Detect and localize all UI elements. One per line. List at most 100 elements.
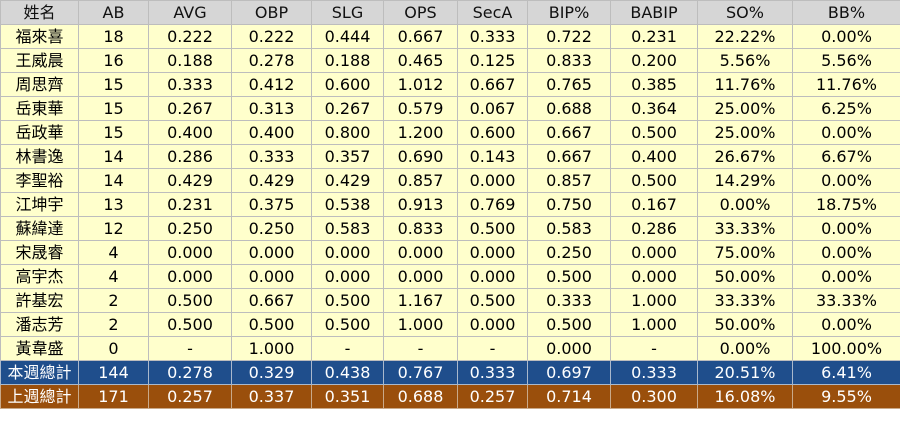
stat-cell: 0.222 xyxy=(148,24,232,49)
stat-cell: 0.600 xyxy=(311,72,384,97)
table-row: 高宇杰 4 0.000 0.000 0.000 0.000 0.000 0.500 0.000 5… xyxy=(0,264,900,289)
totals-cell: 0.438 xyxy=(311,360,384,385)
stat-cell: 1.000 xyxy=(383,312,458,337)
stat-cell: 0.579 xyxy=(383,96,458,121)
player-name-cell: 許基宏 xyxy=(0,288,79,313)
stat-cell: 0.188 xyxy=(148,48,232,73)
stat-cell: 0.500 xyxy=(311,288,384,313)
header-seca: SecA xyxy=(457,0,528,25)
stat-cell: 0.400 xyxy=(148,120,232,145)
stat-cell: 0.067 xyxy=(457,96,528,121)
stat-cell: 0.769 xyxy=(457,192,528,217)
stat-cell: 0.465 xyxy=(383,48,458,73)
player-name-cell: 宋晟睿 xyxy=(0,240,79,265)
totals-cell: 16.08% xyxy=(697,384,793,409)
header-bip: BIP% xyxy=(527,0,611,25)
stat-cell: 0.000 xyxy=(383,240,458,265)
totals-cell: 0.257 xyxy=(457,384,528,409)
totals-cell: 0.257 xyxy=(148,384,232,409)
stat-cell: 0.667 xyxy=(527,144,611,169)
stat-cell: 0.333 xyxy=(527,288,611,313)
stat-cell: 0.667 xyxy=(527,120,611,145)
stat-cell: 16 xyxy=(78,48,149,73)
stat-cell: 0.833 xyxy=(383,216,458,241)
totals-cell: 144 xyxy=(78,360,149,385)
stat-cell: 0.500 xyxy=(457,216,528,241)
stat-cell: 18.75% xyxy=(792,192,900,217)
totals-this-week-row: 本週總計 144 0.278 0.329 0.438 0.767 0.333 0… xyxy=(0,360,900,385)
stat-cell: 0.00% xyxy=(792,168,900,193)
stat-cell: 0.00% xyxy=(792,216,900,241)
totals-cell: 0.697 xyxy=(527,360,611,385)
stat-cell: 0.278 xyxy=(231,48,312,73)
stat-cell: 0.500 xyxy=(148,312,232,337)
stat-cell: 0.375 xyxy=(231,192,312,217)
stat-cell: 22.22% xyxy=(697,24,793,49)
stat-cell: 0.000 xyxy=(610,264,698,289)
header-name: 姓名 xyxy=(0,0,79,25)
stat-cell: 5.56% xyxy=(792,48,900,73)
stat-cell: 0.800 xyxy=(311,120,384,145)
stat-cell: 0.833 xyxy=(527,48,611,73)
stat-cell: 75.00% xyxy=(697,240,793,265)
stat-cell: 0.722 xyxy=(527,24,611,49)
stat-cell: 0.250 xyxy=(231,216,312,241)
totals-cell: 0.337 xyxy=(231,384,312,409)
stat-cell: 5.56% xyxy=(697,48,793,73)
header-slg: SLG xyxy=(311,0,384,25)
totals-cell: 6.41% xyxy=(792,360,900,385)
table-row: 許基宏 2 0.500 0.667 0.500 1.167 0.500 0.333 1.000 3… xyxy=(0,288,900,313)
stat-cell: 26.67% xyxy=(697,144,793,169)
player-name-cell: 福來喜 xyxy=(0,24,79,49)
stat-cell: 0.667 xyxy=(457,72,528,97)
stat-cell: 0.000 xyxy=(457,168,528,193)
stat-cell: 0.583 xyxy=(527,216,611,241)
player-name-cell: 岳東華 xyxy=(0,96,79,121)
totals-cell: 9.55% xyxy=(792,384,900,409)
stat-cell: 0.313 xyxy=(231,96,312,121)
stat-cell: 0.000 xyxy=(527,336,611,361)
table-row: 林書逸 14 0.286 0.333 0.357 0.690 0.143 0.667 0.400… xyxy=(0,144,900,169)
stat-cell: 50.00% xyxy=(697,312,793,337)
stat-cell: 0.167 xyxy=(610,192,698,217)
stat-cell: 15 xyxy=(78,96,149,121)
stat-cell: 0.500 xyxy=(527,264,611,289)
stat-cell: 0.600 xyxy=(457,120,528,145)
stat-cell: 0.333 xyxy=(231,144,312,169)
player-name-cell: 王威晨 xyxy=(0,48,79,73)
header-row: 姓名 AB AVG OBP SLG OPS SecA BIP% BABIP SO… xyxy=(0,0,900,25)
stat-cell: 0.500 xyxy=(610,120,698,145)
stat-cell: 0.000 xyxy=(457,264,528,289)
stat-cell: 0.000 xyxy=(231,240,312,265)
stat-cell: 0.690 xyxy=(383,144,458,169)
stat-cell: 6.67% xyxy=(792,144,900,169)
stat-cell: 0.500 xyxy=(231,312,312,337)
table-row: 王威晨 16 0.188 0.278 0.188 0.465 0.125 0.833 0.200… xyxy=(0,48,900,73)
stat-cell: 4 xyxy=(78,264,149,289)
table-row: 岳東華 15 0.267 0.313 0.267 0.579 0.067 0.688 0.364… xyxy=(0,96,900,121)
player-rows: 福來喜 18 0.222 0.222 0.444 0.667 0.333 0.722 0.231… xyxy=(0,24,900,361)
batting-stats-table: 姓名 AB AVG OBP SLG OPS SecA BIP% BABIP SO… xyxy=(0,0,900,409)
stat-cell: 0.913 xyxy=(383,192,458,217)
stat-cell: 15 xyxy=(78,72,149,97)
stat-cell: 0 xyxy=(78,336,149,361)
totals-cell: 0.333 xyxy=(457,360,528,385)
player-name-cell: 岳政華 xyxy=(0,120,79,145)
table-row: 福來喜 18 0.222 0.222 0.444 0.667 0.333 0.722 0.231… xyxy=(0,24,900,49)
stat-cell: 0.750 xyxy=(527,192,611,217)
stat-cell: 0.500 xyxy=(148,288,232,313)
header-avg: AVG xyxy=(148,0,232,25)
stat-cell: 0.000 xyxy=(311,240,384,265)
stat-cell: 2 xyxy=(78,312,149,337)
stat-cell: 0.429 xyxy=(148,168,232,193)
totals-label: 上週總計 xyxy=(0,384,79,409)
stat-cell: 0.333 xyxy=(457,24,528,49)
stat-cell: 0.00% xyxy=(792,312,900,337)
stat-cell: 0.000 xyxy=(148,240,232,265)
player-name-cell: 潘志芳 xyxy=(0,312,79,337)
table-row: 宋晟睿 4 0.000 0.000 0.000 0.000 0.000 0.250 0.000 7… xyxy=(0,240,900,265)
stat-cell: 0.200 xyxy=(610,48,698,73)
stat-cell: 0.429 xyxy=(311,168,384,193)
totals-cell: 0.688 xyxy=(383,384,458,409)
stat-cell: 0.857 xyxy=(527,168,611,193)
